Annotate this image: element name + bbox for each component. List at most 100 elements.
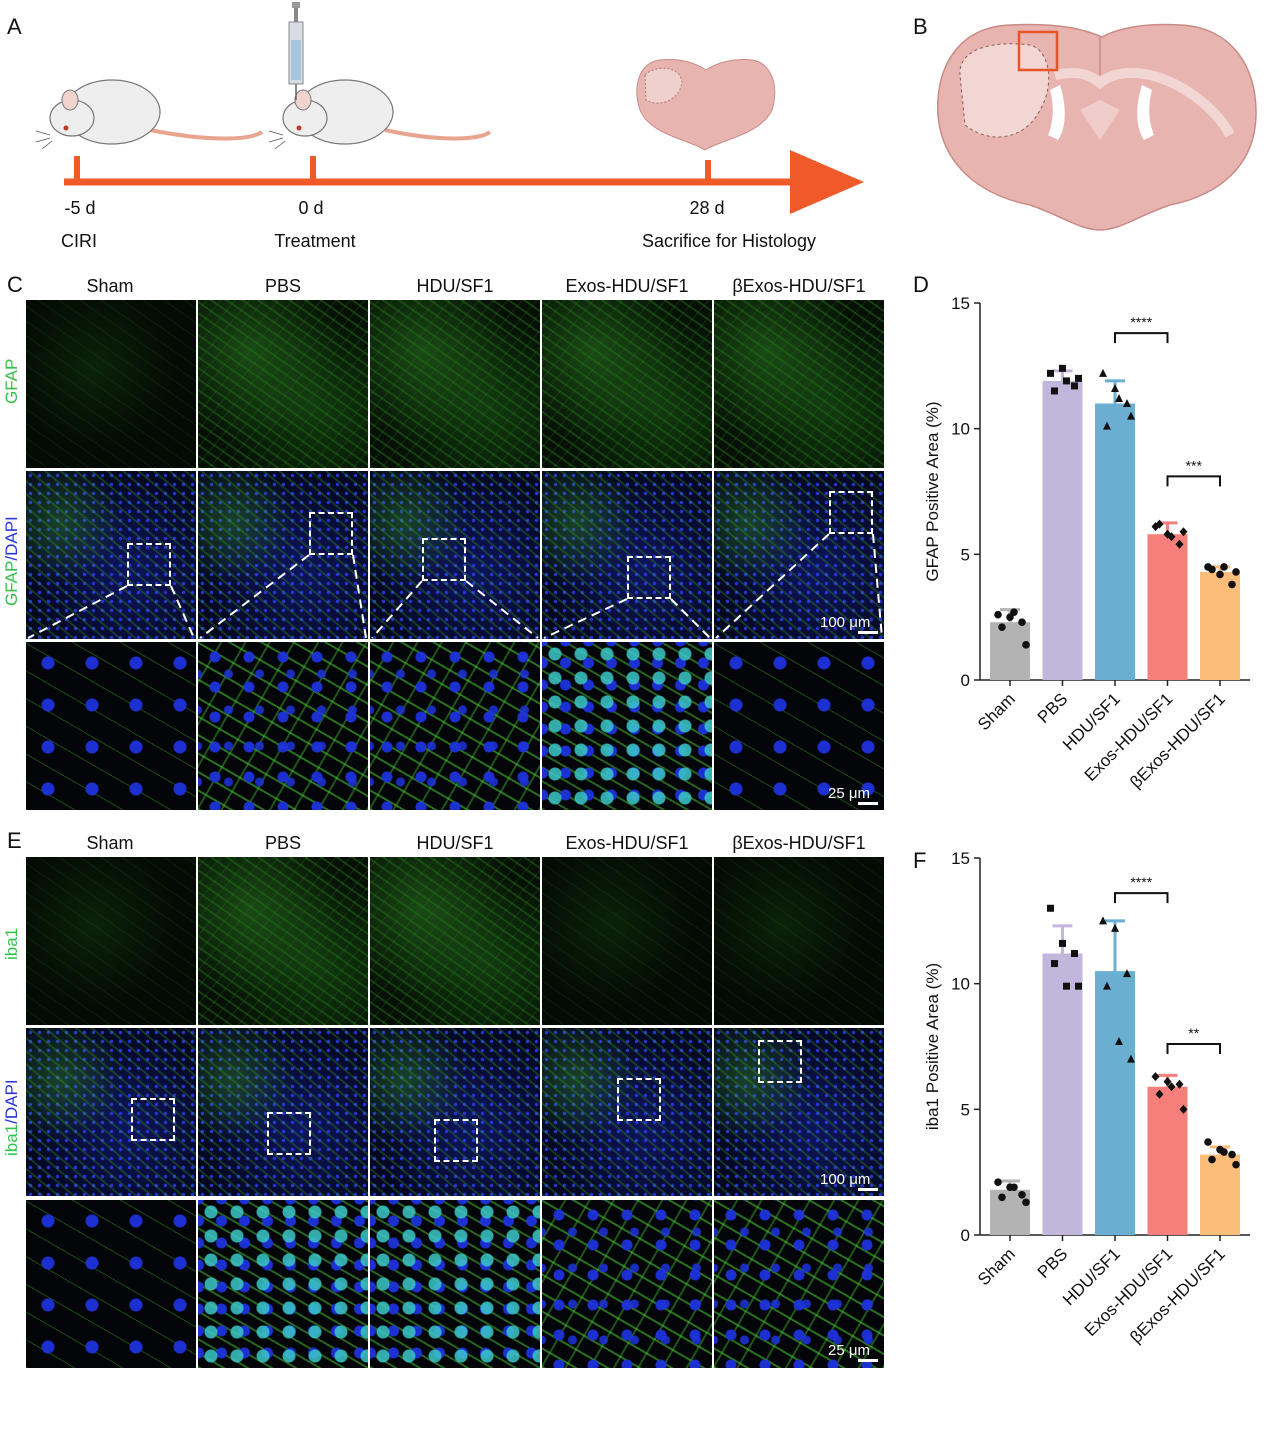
scale-label-100um: 100 μm (820, 1171, 871, 1188)
x-tick-label: Sham (974, 1244, 1019, 1289)
x-tick-label: Sham (974, 689, 1019, 734)
panel-label-a: A (7, 14, 22, 39)
data-point (1163, 1077, 1172, 1087)
scale-bar-100um (858, 1188, 878, 1191)
gfap-zoom-image-exos (542, 642, 712, 810)
roi-box (422, 538, 466, 581)
col-header-hdu: HDU/SF1 (416, 833, 494, 853)
data-point (1123, 399, 1131, 408)
bar (1042, 380, 1083, 680)
roi-box (127, 543, 171, 586)
significance-label: *** (1186, 457, 1203, 473)
roi-box (758, 1040, 802, 1083)
data-point (1075, 982, 1082, 990)
y-tick-label: 5 (961, 545, 970, 564)
col-header-pbs: PBS (264, 833, 302, 853)
row-label-gfap-dapi: GFAP/DAPI (2, 516, 22, 606)
gfap-image-pbs (198, 300, 368, 468)
brain-section-small-icon (636, 59, 776, 151)
bar (1095, 403, 1135, 680)
y-tick-label: 15 (951, 294, 970, 313)
iba1-dapi-image-sham (26, 1028, 196, 1196)
data-point (1175, 539, 1184, 549)
data-point (1179, 527, 1188, 537)
timeline-event-2: Treatment (274, 231, 356, 251)
data-point (1111, 923, 1119, 932)
row-label-iba1-dapi: iba1/DAPI (2, 1079, 22, 1156)
iba1-image-hdu (370, 857, 540, 1025)
scale-label-25um: 25 μm (828, 1342, 870, 1359)
y-tick-label: 15 (951, 849, 970, 868)
roi-box (131, 1098, 175, 1141)
data-point (1063, 377, 1070, 385)
data-point (1220, 563, 1228, 571)
data-point (1127, 411, 1135, 420)
rat-illustration-1 (35, 79, 264, 150)
col-header-pbs: PBS (264, 276, 302, 296)
timeline-day-1: -5 d (64, 198, 96, 218)
gfap-zoom-image-sham (26, 642, 196, 810)
data-point (994, 1178, 1002, 1187)
gfap-image-bexos (714, 300, 884, 468)
data-point (1216, 570, 1224, 579)
significance-bracket (1166, 475, 1221, 487)
data-point (1208, 1155, 1216, 1164)
iba1-zoom-image-exos (542, 1200, 712, 1368)
scale-label-25um: 25 μm (828, 785, 870, 802)
data-point (1232, 1160, 1240, 1169)
data-point (1167, 1082, 1176, 1092)
row-label-iba1-dapi-green: iba1 (2, 1123, 21, 1156)
x-tick-label: PBS (1034, 689, 1071, 726)
col-header-hdu: HDU/SF1 (416, 276, 494, 296)
data-point (1051, 387, 1058, 395)
panel-label-c: C (7, 272, 23, 297)
bar (1095, 971, 1135, 1235)
bar (990, 622, 1030, 680)
gfap-dapi-image-exos (542, 471, 712, 639)
data-point (1099, 916, 1107, 925)
iba1-dapi-image-hdu (370, 1028, 540, 1196)
row-label-iba1-dapi-blue: /DAPI (2, 1079, 21, 1124)
significance-bracket (1114, 332, 1169, 344)
significance-bracket (1114, 892, 1169, 904)
roi-box (617, 1078, 661, 1121)
y-axis-label: iba1 Positive Area (%) (923, 963, 942, 1130)
iba1-dapi-image-exos (542, 1028, 712, 1196)
data-point (1228, 1150, 1236, 1159)
row-label-iba1: iba1 (2, 927, 21, 960)
data-point (1155, 1089, 1164, 1099)
data-point (1059, 364, 1066, 372)
col-header-bexos: βExos-HDU/SF1 (732, 276, 866, 296)
y-tick-label: 5 (961, 1100, 970, 1119)
scale-bar-100um (858, 631, 878, 634)
iba1-zoom-image-bexos (714, 1200, 884, 1368)
data-point (1179, 1104, 1188, 1114)
data-point (1059, 939, 1066, 947)
data-point (998, 623, 1006, 632)
row-label-gfap: GFAP (2, 358, 21, 404)
data-point (1115, 1036, 1123, 1045)
bar (1200, 571, 1240, 680)
data-point (1075, 374, 1082, 382)
data-point (1155, 519, 1164, 529)
gfap-dapi-image-pbs (198, 471, 368, 639)
data-point (1228, 580, 1236, 589)
iba1-image-exos (542, 857, 712, 1025)
data-point (1051, 960, 1058, 968)
iba1-zoom-image-pbs (198, 1200, 368, 1368)
roi-square (1017, 30, 1059, 72)
y-tick-label: 0 (961, 1226, 970, 1245)
scale-bar-25um (858, 1359, 878, 1362)
panel-label-f: F (913, 848, 927, 873)
significance-label: **** (1130, 314, 1152, 330)
bar (1147, 1086, 1188, 1235)
panel-label-b: B (913, 14, 928, 39)
syringe-icon (288, 2, 304, 100)
data-point (1151, 1072, 1160, 1082)
scale-bar-25um (858, 802, 878, 805)
significance-bracket (1166, 1042, 1221, 1054)
x-tick-label: βExos-HDU/SF1 (1126, 689, 1229, 792)
col-header-sham: Sham (86, 276, 134, 296)
rat-illustration-2 (268, 79, 492, 150)
